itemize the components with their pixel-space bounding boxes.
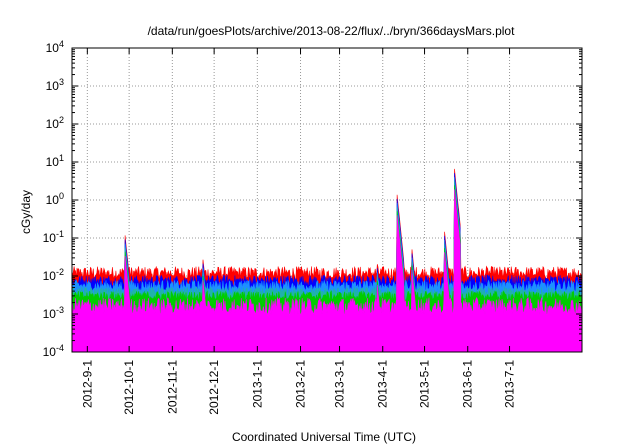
y-tick-label: 100	[46, 191, 64, 207]
x-tick-label: 2012-10-1	[122, 360, 136, 415]
x-axis-label: Coordinated Universal Time (UTC)	[232, 430, 416, 444]
y-tick-label-exponent: -4	[56, 343, 64, 353]
y-tick-label: 10-3	[43, 305, 64, 321]
series-5-area	[71, 189, 583, 353]
y-tick-label-exponent: 2	[59, 115, 64, 125]
y-tick-label: 101	[46, 153, 64, 169]
y-tick-label-exponent: -3	[56, 305, 64, 315]
y-tick-label-exponent: -1	[56, 229, 64, 239]
y-tick-label-exponent: -2	[56, 267, 64, 277]
x-tick-labels: 2012-9-1 2012-10-1 2012-11-1 2012-12-1 2013-…	[80, 360, 516, 415]
x-tick-label: 2013-4-1	[376, 360, 390, 408]
x-tick-label: 2013-5-1	[418, 360, 432, 408]
x-tick-label: 2013-2-1	[294, 360, 308, 408]
x-tick-label: 2013-7-1	[503, 360, 517, 408]
y-axis-label: cGy/day	[19, 190, 33, 234]
y-tick-label: 102	[46, 115, 64, 131]
y-tick-label-exponent: 1	[59, 153, 64, 163]
y-tick-label-base: 10	[46, 117, 60, 131]
y-tick-label-exponent: 0	[59, 191, 64, 201]
x-tick-label: 2012-12-1	[207, 360, 221, 415]
y-tick-label: 103	[46, 77, 64, 93]
y-tick-label-base: 10	[46, 41, 60, 55]
y-tick-label-base: 10	[46, 193, 60, 207]
y-tick-label-exponent: 3	[59, 77, 64, 87]
y-tick-label: 10-2	[43, 267, 64, 283]
x-tick-label: 2012-11-1	[165, 360, 179, 414]
x-tick-label: 2012-9-1	[80, 360, 94, 408]
axis-ticks	[72, 47, 582, 353]
y-tick-label: 104	[46, 39, 64, 55]
y-tick-label-base: 10	[46, 79, 60, 93]
y-tick-label-exponent: 4	[59, 39, 64, 49]
y-tick-label-base: 10	[43, 345, 57, 359]
y-tick-label: 10-1	[43, 229, 64, 245]
x-tick-label: 2013-3-1	[333, 360, 347, 408]
x-tick-label: 2013-1-1	[250, 360, 264, 408]
chart-title: /data/run/goesPlots/archive/2013-08-22/f…	[148, 24, 516, 38]
y-tick-label: 10-4	[43, 343, 64, 359]
y-tick-label-base: 10	[43, 269, 57, 283]
y-tick-label-base: 10	[43, 307, 57, 321]
series-area	[71, 168, 583, 353]
y-tick-label-base: 10	[46, 155, 60, 169]
y-tick-label-base: 10	[43, 231, 57, 245]
x-tick-label: 2013-6-1	[461, 360, 475, 408]
